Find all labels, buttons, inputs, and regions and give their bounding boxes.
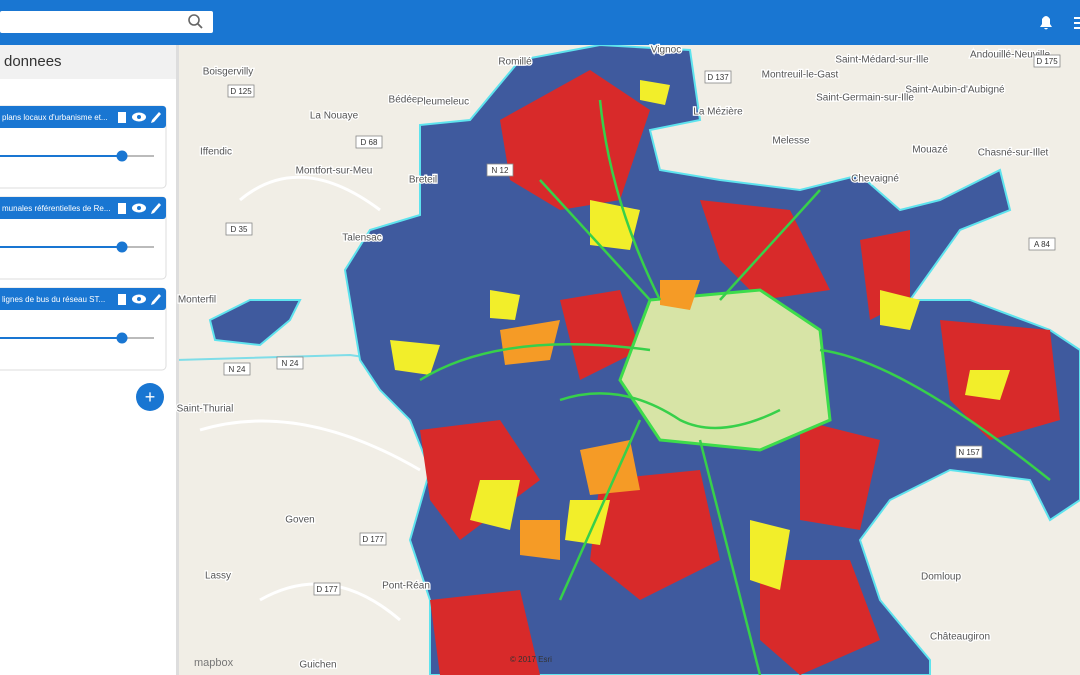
delete-icon[interactable] xyxy=(118,112,126,123)
visibility-pupil xyxy=(137,206,141,210)
search-box[interactable] xyxy=(0,11,213,33)
road-shield xyxy=(1033,54,1061,68)
road-shield xyxy=(227,84,255,98)
road-shield xyxy=(1028,237,1056,251)
panel-shadow xyxy=(176,45,179,675)
place-label: Saint-Thurial xyxy=(177,404,234,415)
road-label: D 35 xyxy=(231,225,248,234)
place-label: Lassy xyxy=(205,571,231,582)
road-label: N 24 xyxy=(229,365,246,374)
place-label: Châteaugiron xyxy=(930,632,990,643)
road-label: A 84 xyxy=(1034,240,1051,249)
place-label: Monterfil xyxy=(178,295,216,306)
layer-name: munales référentielles de Re... xyxy=(2,204,111,213)
place-label: Pont-Réan xyxy=(382,581,430,592)
zoning-area xyxy=(420,70,1060,675)
place-label: Romillé xyxy=(498,57,532,68)
road-label: D 137 xyxy=(707,73,729,82)
opacity-slider-thumb[interactable] xyxy=(116,241,128,253)
place-label: Saint-Germain-sur-Ille xyxy=(816,93,914,104)
map-copyright: © 2017 Esri xyxy=(510,655,552,664)
zoning-area xyxy=(500,280,700,560)
place-label: Boisgervilly xyxy=(203,67,254,78)
place-label: Melesse xyxy=(772,136,810,147)
road-shield xyxy=(704,70,732,84)
road-shield xyxy=(313,582,341,596)
panel-header xyxy=(0,45,176,79)
place-label: Goven xyxy=(285,515,314,526)
road-label: D 175 xyxy=(1036,57,1058,66)
road-shield xyxy=(276,356,304,370)
place-label: Domloup xyxy=(921,572,961,583)
place-label: Andouillé-Neuville xyxy=(970,50,1050,61)
place-label: Chevaigné xyxy=(851,174,899,185)
panel-title: donnees xyxy=(4,53,62,70)
place-label: Montreuil-le-Gast xyxy=(762,70,839,81)
place-label: Iffendic xyxy=(200,147,232,158)
road-shield xyxy=(486,163,514,177)
opacity-slider-thumb[interactable] xyxy=(116,150,128,162)
visibility-pupil xyxy=(137,115,141,119)
place-label: Vignoc xyxy=(651,45,681,56)
place-label: Pleumeleuc xyxy=(417,97,469,108)
road-shield xyxy=(225,222,253,236)
city-center xyxy=(618,288,832,452)
opacity-slider-thumb[interactable] xyxy=(116,332,128,344)
place-label: Bédée xyxy=(389,95,418,106)
road-label: N 157 xyxy=(958,448,980,457)
road-shield xyxy=(955,445,983,459)
place-label: Chasné-sur-Illet xyxy=(978,148,1049,159)
map-attribution: mapbox xyxy=(194,657,234,669)
edit-icon[interactable] xyxy=(151,203,161,214)
delete-icon[interactable] xyxy=(118,203,126,214)
visibility-pupil xyxy=(137,297,141,301)
road-label: D 177 xyxy=(316,585,338,594)
road-label: N 12 xyxy=(492,166,509,175)
add-icon: + xyxy=(145,387,156,407)
bus-lines xyxy=(419,99,1051,675)
place-label: Breteil xyxy=(409,175,437,186)
map[interactable] xyxy=(175,43,1080,675)
zoning-area xyxy=(208,299,302,347)
place-label: La Mézière xyxy=(693,107,743,118)
layer-name: lignes de bus du réseau ST... xyxy=(2,295,105,304)
edit-icon[interactable] xyxy=(151,112,161,123)
place-label: Mouazé xyxy=(912,145,948,156)
delete-icon[interactable] xyxy=(118,294,126,305)
menu-icon[interactable] xyxy=(1074,17,1080,29)
road-label: D 125 xyxy=(230,87,252,96)
layer-name: plans locaux d'urbanisme et... xyxy=(2,113,108,122)
road-shield xyxy=(223,362,251,376)
road-label: D 68 xyxy=(361,138,378,147)
place-label: La Nouaye xyxy=(310,111,359,122)
place-label: Talensac xyxy=(342,233,381,244)
place-label: Saint-Médard-sur-Ille xyxy=(835,55,929,66)
edit-icon[interactable] xyxy=(151,294,161,305)
notifications-icon[interactable] xyxy=(1040,16,1052,30)
place-label: Montfort-sur-Meu xyxy=(296,166,373,177)
road-label: D 177 xyxy=(362,535,384,544)
road-shield xyxy=(359,532,387,546)
add-layer-button[interactable] xyxy=(136,383,164,411)
road-shield xyxy=(355,135,383,149)
search-icon[interactable] xyxy=(188,14,203,29)
place-label: Guichen xyxy=(299,660,336,671)
place-label: Saint-Aubin-d'Aubigné xyxy=(905,85,1005,96)
road-label: N 24 xyxy=(282,359,299,368)
